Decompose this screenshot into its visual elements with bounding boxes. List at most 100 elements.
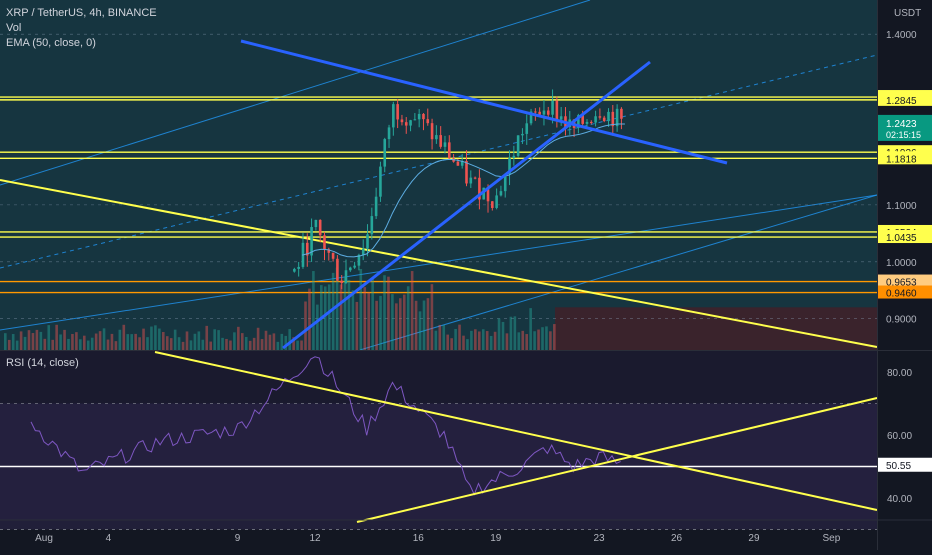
volume-bar <box>359 268 363 350</box>
volume-bar <box>98 331 102 350</box>
volume-bar <box>43 338 47 350</box>
time-tick-label: Sep <box>823 533 841 544</box>
volume-bar <box>485 331 489 350</box>
time-tick-label: 12 <box>309 533 321 544</box>
volume-bar <box>284 335 288 350</box>
candle-body <box>357 254 361 266</box>
volume-bar <box>39 331 43 350</box>
price-level-label: 0.9460 <box>886 289 917 300</box>
volume-bar <box>505 333 509 350</box>
symbol-label[interactable]: XRP / TetherUS, 4h, BINANCE <box>6 7 157 19</box>
current-price-tag <box>878 114 932 141</box>
volume-bar <box>375 300 378 350</box>
volume-bar <box>189 340 193 350</box>
price-level-label: 1.1818 <box>886 154 917 165</box>
candle-body <box>482 187 486 200</box>
volume-bar <box>474 329 477 350</box>
volume-bar <box>122 324 126 350</box>
volume-label[interactable]: Vol <box>6 22 22 34</box>
volume-bar <box>304 301 307 350</box>
rsi-tick-label: 80.00 <box>887 368 912 379</box>
volume-bar <box>19 331 23 350</box>
rsi-tick-label: 60.00 <box>887 431 912 442</box>
volume-bar <box>481 329 485 350</box>
candle-body <box>447 142 451 159</box>
volume-bar <box>442 324 446 350</box>
candle-body <box>473 177 477 179</box>
candle-body <box>581 115 584 124</box>
candle-body <box>551 100 554 115</box>
price-level-label: 0.9653 <box>886 278 917 289</box>
volume-bar <box>327 284 331 350</box>
price-level-label: 1.2845 <box>886 96 917 107</box>
volume-bar <box>517 332 521 350</box>
candle-body <box>542 110 546 115</box>
rsi-legend: RSI (14, close) <box>6 356 79 371</box>
candle-body <box>435 135 438 140</box>
candle-body <box>521 133 524 136</box>
volume-bar <box>434 330 438 350</box>
volume-bar <box>67 338 70 350</box>
candle-body <box>353 265 356 268</box>
volume-bar <box>335 267 339 350</box>
volume-bar <box>252 337 256 350</box>
volume-bar <box>446 334 449 350</box>
volume-bar <box>272 333 276 350</box>
candle-body <box>478 177 481 200</box>
candle-body <box>611 111 615 127</box>
candle-body <box>615 108 619 127</box>
price-tick-label: 0.9000 <box>886 315 917 326</box>
candle-body <box>297 266 300 269</box>
current-price-label: 1.2423 <box>886 119 917 130</box>
candle-body <box>559 116 563 120</box>
price-tick-label: 1.0000 <box>886 258 917 269</box>
volume-bar <box>343 277 347 350</box>
volume-bar <box>110 333 114 350</box>
candle-body <box>409 120 412 126</box>
candle-body <box>422 113 425 120</box>
volume-bar <box>244 336 248 350</box>
price-level-tag <box>878 285 932 299</box>
candle-body <box>305 242 309 256</box>
volume-bar <box>237 326 240 350</box>
volume-bar <box>173 329 177 350</box>
candle-body <box>512 155 516 159</box>
volume-bar <box>221 337 224 350</box>
pane-separator[interactable] <box>0 350 932 351</box>
volume-bar <box>4 333 7 350</box>
volume-bar <box>150 326 153 350</box>
volume-bar <box>229 340 232 350</box>
candle-body <box>589 121 593 123</box>
volume-bar <box>355 301 359 350</box>
volume-bar <box>402 294 406 350</box>
rsi-label[interactable]: RSI (14, close) <box>6 357 79 369</box>
volume-bar <box>260 339 264 350</box>
descending-trendline <box>240 39 728 165</box>
volume-bar <box>379 295 382 350</box>
volume-bar <box>169 338 173 350</box>
candle-body <box>331 252 335 259</box>
volume-bar <box>11 334 15 350</box>
volume-bar <box>276 341 280 350</box>
candle-body <box>534 111 537 113</box>
candle-body <box>577 115 580 128</box>
volume-bar <box>264 330 268 350</box>
volume-bar <box>541 327 544 350</box>
volume-bar <box>501 321 505 350</box>
candle-body <box>538 111 541 115</box>
volume-bar <box>316 304 319 350</box>
volume-bar <box>545 326 548 350</box>
volume-bar <box>497 318 501 350</box>
ascending-trendline <box>282 60 651 350</box>
volume-bar <box>193 333 197 350</box>
candle-body <box>400 119 404 123</box>
ema-label[interactable]: EMA (50, close, 0) <box>6 37 96 49</box>
candle-body <box>499 191 503 196</box>
time-tick-label: 29 <box>748 533 760 544</box>
candle-body <box>323 235 326 250</box>
candle-body <box>529 111 533 124</box>
volume-bar <box>493 331 497 350</box>
candle-body <box>594 116 597 123</box>
